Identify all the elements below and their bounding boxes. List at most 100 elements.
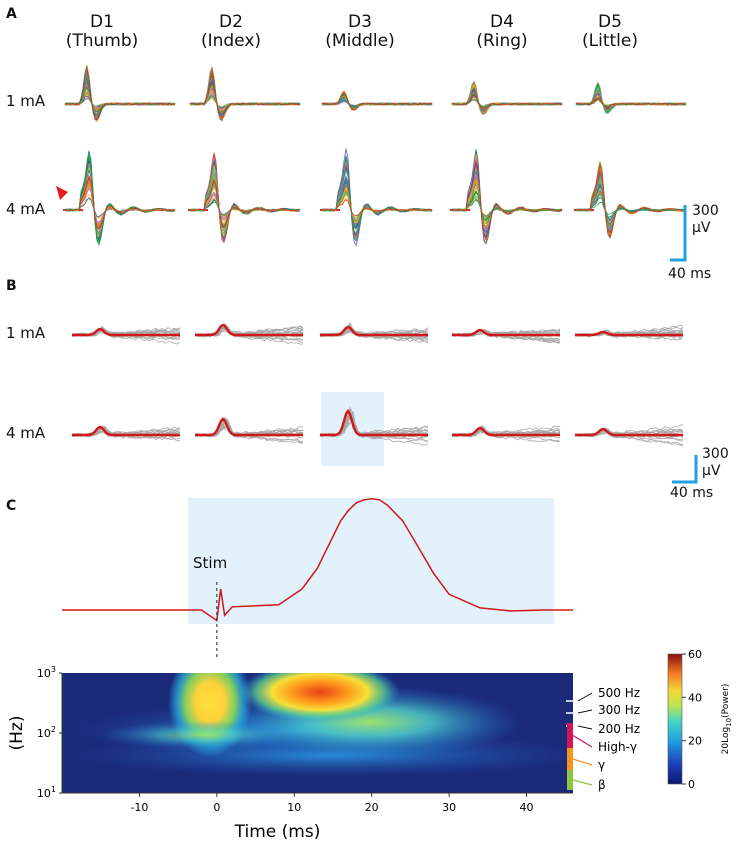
power-map: [70, 673, 573, 777]
trial-cluster: [194, 323, 304, 345]
x-tick-label: -10: [130, 801, 148, 814]
trial-cluster: [194, 416, 304, 444]
trace-cluster: [321, 90, 433, 112]
x-tick-label: 30: [442, 801, 456, 814]
digit-sub: (Thumb): [65, 31, 139, 51]
mean-trace: [320, 325, 428, 337]
mean-trace: [195, 323, 303, 337]
trace-cluster: [64, 64, 176, 123]
digit-name: D1: [90, 12, 114, 32]
mean-trace: [72, 425, 180, 437]
band-label: 200 Hz: [598, 722, 640, 736]
evoked-trace: [321, 91, 433, 110]
trace-cluster: [189, 66, 301, 122]
panel-a-letter: A: [6, 6, 17, 22]
mean-trace: [72, 327, 180, 337]
evoked-trace: [189, 66, 301, 122]
x-tick-label: 40: [520, 801, 534, 814]
row-label-1ma-a: 1 mA: [6, 92, 46, 110]
trace-cluster: [575, 81, 687, 114]
evoked-trace: [451, 178, 563, 227]
digit-sub: (Index): [200, 31, 262, 51]
trial-cluster: [71, 325, 181, 345]
scale-volt-value: 300: [702, 446, 729, 462]
y-tick-label: 101: [37, 785, 56, 800]
highlight-box: [321, 392, 384, 466]
evoked-trace: [575, 84, 687, 114]
band-label: β: [598, 778, 606, 792]
trace-cluster: [63, 150, 176, 247]
x-axis-label: Time (ms): [234, 822, 321, 841]
digit-header-d5: D5 (Little): [555, 13, 665, 51]
evoked-trace: [64, 175, 176, 230]
evoked-trace: [321, 199, 433, 216]
evoked-trace: [451, 172, 563, 234]
digit-header-d4: D4 (Ring): [447, 13, 557, 51]
high-gamma-trace: [62, 497, 573, 622]
x-tick-label: 0: [213, 801, 220, 814]
trial-cluster: [451, 425, 561, 443]
trial-cluster: [319, 322, 429, 344]
band-bar: [567, 770, 573, 790]
scale-bar-a-label: 300 µV: [692, 203, 719, 237]
trace-cluster: [451, 80, 563, 115]
single-trial-trace: [194, 326, 304, 337]
single-trial-trace: [574, 429, 684, 447]
scale-bar-a: [670, 205, 687, 262]
trial-cluster: [319, 406, 429, 446]
y-tick-label: 102: [37, 725, 56, 740]
single-trial-trace: [451, 427, 561, 437]
evoked-trace: [451, 94, 563, 110]
evoked-trace: [575, 185, 687, 225]
trial-cluster: [451, 328, 561, 344]
evoked-trace: [321, 157, 433, 242]
evoked-trace: [321, 91, 433, 110]
evoked-trace: [451, 175, 563, 230]
mean-trace: [452, 426, 560, 437]
digit-name: D5: [598, 12, 622, 32]
spectrogram: -10 0 10 20 30 40 103 102 101 Time (ms) (Hz) 500 Hz…: [7, 665, 640, 841]
digit-header-d3: D3 (Middle): [305, 13, 415, 51]
x-tick-label: 20: [365, 801, 379, 814]
single-trial-trace: [71, 330, 181, 340]
evoked-trace: [575, 98, 687, 107]
trace-cluster: [450, 149, 563, 245]
digit-header-d1: D1 (Thumb): [47, 13, 157, 51]
mean-trace: [575, 330, 683, 337]
colorbar-tick: 20: [688, 735, 702, 748]
evoked-trace: [189, 73, 301, 118]
x-tick-label: 10: [287, 801, 301, 814]
evoked-trace: [451, 160, 563, 241]
evoked-trace: [451, 173, 563, 232]
band-label: High-γ: [598, 740, 637, 754]
y-tick-label: 103: [37, 665, 56, 680]
digit-name: D4: [490, 12, 514, 32]
mean-trace: [452, 328, 560, 337]
band-bar: [567, 748, 573, 770]
scale-volt-unit: µV: [692, 220, 711, 236]
evoked-trace: [451, 178, 563, 228]
colorbar-label: 20Log10(Power): [721, 684, 733, 755]
digit-header-d2: D2 (Index): [176, 13, 286, 51]
band-label: 500 Hz: [598, 686, 640, 700]
mean-trace: [320, 408, 428, 437]
digit-sub: (Ring): [476, 31, 528, 51]
scale-bar-b: [672, 455, 698, 484]
evoked-trace: [64, 65, 176, 121]
trial-cluster: [574, 424, 684, 447]
colorbar-tick: 0: [688, 778, 695, 791]
evoked-trace: [451, 80, 563, 115]
row-label-4ma-a: 4 mA: [6, 200, 46, 218]
evoked-trace: [189, 179, 301, 229]
colorbar-tick: 40: [688, 691, 702, 704]
stim-arrow-icon: [56, 186, 68, 200]
scale-volt-value: 300: [692, 203, 719, 219]
evoked-trace: [189, 66, 301, 121]
digit-sub: (Middle): [325, 31, 395, 51]
evoked-trace: [451, 82, 563, 115]
evoked-trace: [575, 163, 687, 238]
digit-sub: (Little): [582, 31, 638, 51]
digit-name: D2: [219, 12, 243, 32]
single-trial-trace: [194, 420, 304, 443]
single-trial-trace: [194, 416, 304, 437]
